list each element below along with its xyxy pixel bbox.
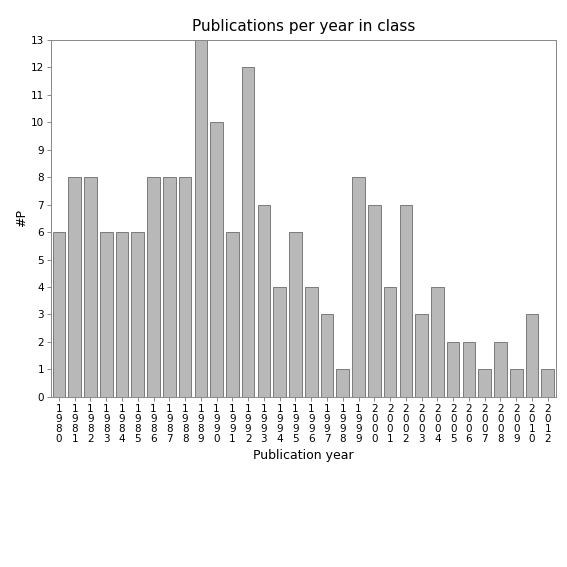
Bar xyxy=(463,342,475,397)
Bar xyxy=(321,315,333,397)
Bar xyxy=(415,315,428,397)
Bar xyxy=(226,232,239,397)
Bar xyxy=(494,342,507,397)
Bar xyxy=(100,232,112,397)
Bar xyxy=(305,287,318,397)
Bar xyxy=(257,205,270,397)
Bar xyxy=(289,232,302,397)
Bar xyxy=(400,205,412,397)
Bar xyxy=(210,122,223,397)
Title: Publications per year in class: Publications per year in class xyxy=(192,19,415,35)
Bar xyxy=(384,287,396,397)
Y-axis label: #P: #P xyxy=(15,209,28,227)
Bar xyxy=(179,177,192,397)
Bar xyxy=(273,287,286,397)
Bar xyxy=(479,370,491,397)
Bar xyxy=(147,177,160,397)
Bar xyxy=(194,40,207,397)
Bar xyxy=(242,67,255,397)
Bar xyxy=(526,315,538,397)
Bar xyxy=(368,205,380,397)
Bar xyxy=(116,232,128,397)
Bar xyxy=(53,232,65,397)
Bar xyxy=(69,177,81,397)
Bar xyxy=(84,177,97,397)
Bar xyxy=(132,232,144,397)
Bar xyxy=(163,177,176,397)
Bar xyxy=(431,287,444,397)
Bar xyxy=(352,177,365,397)
X-axis label: Publication year: Publication year xyxy=(253,450,354,463)
Bar xyxy=(541,370,554,397)
Bar xyxy=(447,342,459,397)
Bar xyxy=(510,370,523,397)
Bar xyxy=(336,370,349,397)
